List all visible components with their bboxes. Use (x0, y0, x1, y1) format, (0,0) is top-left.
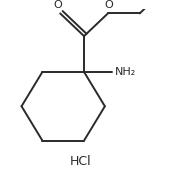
Text: NH₂: NH₂ (115, 67, 136, 77)
Text: O: O (104, 0, 113, 10)
Text: HCl: HCl (69, 155, 91, 169)
Text: O: O (54, 0, 63, 10)
